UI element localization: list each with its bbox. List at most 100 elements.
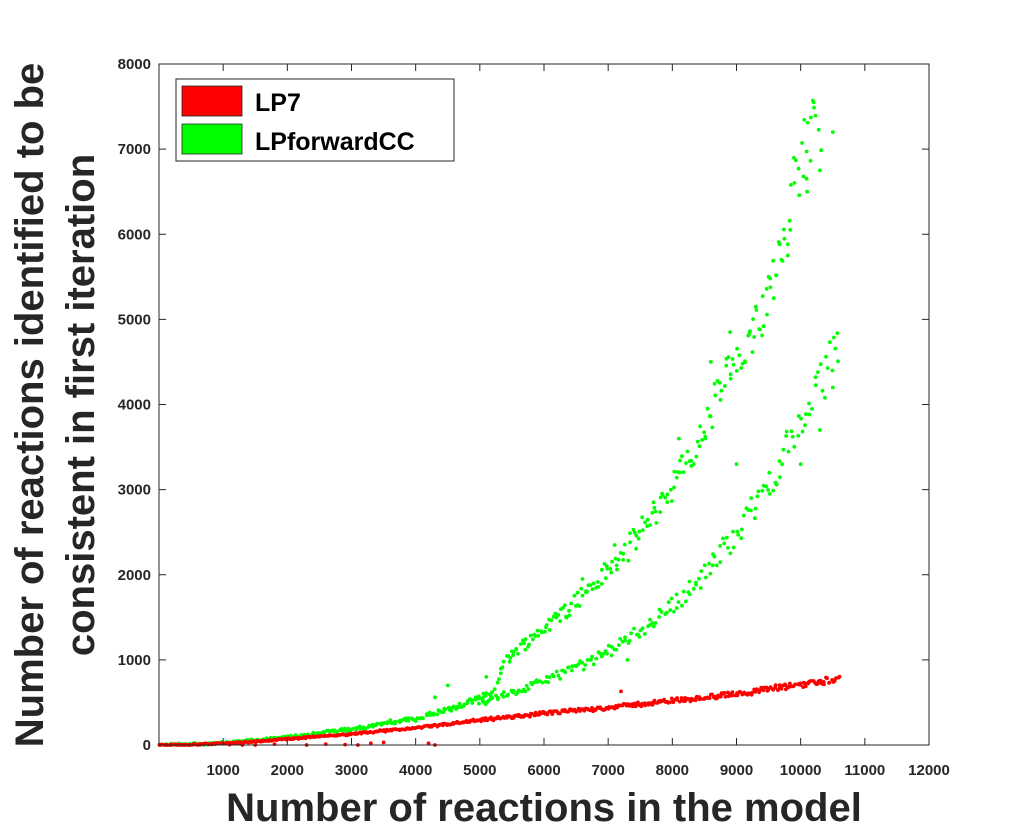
lpforwardcc-point [680, 454, 684, 459]
lpforwardcc-point [725, 535, 729, 540]
lpforwardcc-point [689, 458, 693, 463]
lpforwardcc-point [621, 551, 626, 556]
lpforwardcc-point [518, 642, 523, 646]
lp7-point [710, 692, 714, 697]
lp7-point [451, 721, 455, 725]
lp7-point [671, 700, 676, 705]
lpforwardcc-point [796, 433, 801, 438]
lpforwardcc-point [567, 608, 571, 613]
lpforwardcc-point [741, 513, 746, 518]
lpforwardcc-point [816, 370, 820, 374]
y-axis-title-line-2: consistent in first iteration [59, 154, 103, 656]
lpforwardcc-point [728, 330, 732, 334]
lpforwardcc-point [470, 698, 474, 703]
lpforwardcc-point [691, 586, 696, 591]
lpforwardcc-point [728, 372, 733, 377]
lpforwardcc-point [640, 626, 645, 631]
lpforwardcc-point [808, 158, 813, 163]
lpforwardcc-point [477, 701, 481, 706]
lpforwardcc-point [735, 529, 740, 534]
lpforwardcc-point [680, 603, 684, 608]
lpforwardcc-point [579, 586, 584, 591]
lpforwardcc-point [650, 511, 655, 515]
lpforwardcc-point [756, 489, 761, 494]
lpforwardcc-point [699, 569, 704, 573]
lpforwardcc-point [805, 189, 809, 194]
lpforwardcc-point [663, 495, 668, 500]
lpforwardcc-point [803, 412, 808, 416]
lpforwardcc-point [731, 529, 735, 534]
lpforwardcc-point [629, 631, 633, 636]
lp7-point [683, 699, 687, 703]
lpforwardcc-point [830, 385, 835, 390]
lpforwardcc-point [705, 406, 710, 411]
lpforwardcc-point [622, 542, 627, 547]
lpforwardcc-point [790, 434, 795, 439]
lpforwardcc-point [441, 710, 446, 714]
lpforwardcc-point [771, 258, 775, 263]
lpforwardcc-point [697, 576, 701, 581]
x-tick-label: 6000 [527, 762, 560, 779]
lpforwardcc-point [567, 613, 572, 618]
lpforwardcc-point [767, 492, 772, 496]
lpforwardcc-point [830, 368, 835, 373]
x-axis-title: Number of reactions in the model [226, 786, 862, 830]
lp7-point [722, 691, 727, 695]
lpforwardcc-point [813, 383, 818, 388]
lpforwardcc-point [796, 166, 801, 171]
lp7-point [318, 733, 323, 738]
lp7-point [773, 683, 778, 688]
lpforwardcc-point [670, 499, 674, 503]
lpforwardcc-point [321, 730, 326, 734]
lpforwardcc-point [827, 340, 832, 345]
lpforwardcc-point [751, 317, 755, 321]
lpforwardcc-point [707, 414, 712, 418]
lpforwardcc-point [461, 704, 466, 708]
lpforwardcc-point [764, 287, 769, 291]
lp7-point [619, 689, 623, 694]
lpforwardcc-point [694, 454, 699, 459]
lpforwardcc-point [754, 308, 759, 312]
lpforwardcc-point [445, 683, 450, 688]
lpforwardcc-point [451, 704, 456, 709]
x-tick-label: 9000 [720, 762, 753, 779]
lpforwardcc-point [767, 470, 772, 475]
lpforwardcc-point [632, 626, 636, 631]
lpforwardcc-point [760, 294, 765, 298]
y-tick-label: 0 [143, 737, 151, 754]
lpforwardcc-point [798, 462, 803, 466]
lpforwardcc-point [694, 582, 698, 587]
lpforwardcc-point [704, 575, 708, 580]
lpforwardcc-point [514, 647, 519, 652]
lpforwardcc-point [590, 654, 594, 659]
lpforwardcc-point [752, 335, 757, 339]
lpforwardcc-point [539, 630, 544, 635]
lp7-point [636, 700, 640, 705]
lpforwardcc-point [501, 659, 506, 664]
lpforwardcc-point [818, 362, 823, 367]
lpforwardcc-point [535, 628, 540, 633]
data-points [157, 98, 842, 747]
lpforwardcc-point [577, 604, 582, 608]
lpforwardcc-point [627, 639, 632, 643]
lpforwardcc-point [599, 568, 604, 572]
lpforwardcc-point [358, 726, 363, 731]
lpforwardcc-point [833, 346, 838, 351]
lpforwardcc-point [481, 700, 486, 704]
lpforwardcc-point [576, 662, 581, 667]
lpforwardcc-point [498, 671, 503, 676]
lpforwardcc-point [726, 546, 730, 550]
lpforwardcc-point [698, 586, 703, 590]
lpforwardcc-point [523, 647, 528, 652]
lpforwardcc-point [367, 723, 372, 728]
lpforwardcc-point [558, 619, 563, 624]
lpforwardcc-point [390, 721, 394, 726]
lpforwardcc-point [832, 335, 836, 340]
lpforwardcc-point [708, 360, 713, 364]
y-tick-label: 2000 [118, 567, 151, 584]
lpforwardcc-point [778, 475, 782, 480]
lpforwardcc-point [614, 647, 619, 652]
legend-swatch-lpforwardcc [181, 123, 243, 155]
lpforwardcc-point [533, 634, 538, 638]
lp7-point [735, 693, 740, 698]
